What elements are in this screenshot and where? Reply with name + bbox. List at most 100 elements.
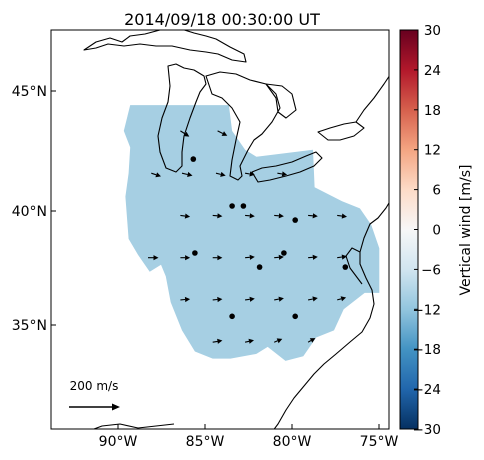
station-marker [229, 203, 235, 209]
wind-vector-head [278, 213, 284, 219]
station-marker [190, 156, 197, 162]
wind-vector [180, 130, 190, 137]
wind-vector-shaft [215, 172, 221, 175]
wind-vector-head [278, 296, 284, 302]
wind-vector [274, 296, 284, 302]
wind-vector [337, 254, 347, 260]
coverage-region [123, 105, 380, 361]
wind-vector-head [309, 338, 316, 343]
wind-vector-shaft [212, 340, 218, 343]
georgian-bay-shore [265, 83, 297, 119]
colorbar-tick-label: −6 [421, 262, 441, 278]
wind-vector-shaft [337, 214, 343, 217]
wind-vector [212, 296, 223, 303]
wind-vector [180, 296, 191, 303]
wind-vector-head [249, 296, 255, 302]
wind-vector-head [217, 338, 223, 344]
atlantic-coast [273, 201, 389, 429]
colorbar-tick-label: −24 [413, 382, 442, 398]
wind-vector-head [341, 254, 347, 260]
lon-label-80w: 80°W [273, 434, 312, 450]
wind-vector [151, 172, 161, 178]
wind-vector [245, 213, 255, 219]
station-marker [281, 250, 287, 256]
colorbar-tick-label: 6 [432, 183, 441, 199]
wind-vector [273, 338, 283, 344]
wind-vector [212, 255, 223, 261]
wind-vector-head [276, 338, 283, 344]
wind-vector-shaft [151, 172, 157, 176]
lon-label-90w: 90°W [99, 434, 138, 450]
wind-vector-shaft [337, 298, 342, 301]
lat-label-35n: 35°N [12, 318, 47, 334]
wind-vector [245, 296, 255, 302]
wind-vector [212, 338, 223, 344]
wind-vector [307, 296, 318, 302]
wind-vector-shaft [181, 172, 188, 176]
wind-vector [308, 254, 318, 260]
wind-vector-shaft [245, 298, 250, 301]
coastlines [83, 30, 389, 429]
lat-label-45n: 45°N [12, 84, 47, 100]
wind-vector-shaft [244, 340, 250, 343]
wind-vector-head [312, 213, 318, 219]
scale-key-label: 200 m/s [70, 379, 119, 393]
wind-vector-shaft [245, 172, 250, 175]
station-marker [229, 313, 235, 320]
wind-vector-head [217, 213, 223, 219]
wind-vector [307, 338, 316, 343]
map-area [83, 30, 389, 429]
station-marker [240, 203, 247, 209]
wind-vector-head [249, 171, 255, 177]
wind-vector-head [220, 171, 226, 177]
wind-vector [277, 171, 288, 177]
lake-superior-shore [83, 30, 247, 63]
scale-key-arrow-head [112, 403, 120, 411]
wind-vector-head [249, 213, 255, 219]
longitude-axis: 90°W 85°W 80°W 75°W [99, 424, 399, 450]
lat-label-40n: 40°N [12, 204, 47, 220]
wind-vector [244, 338, 254, 344]
wind-vector [148, 255, 159, 261]
wind-vector-head [217, 296, 223, 303]
wind-vector-head [278, 254, 284, 260]
station-marker [292, 313, 299, 320]
chesapeake-bay-shore [345, 247, 363, 285]
colorbar-tick-label: −12 [413, 302, 442, 318]
wind-vector-shaft [307, 298, 314, 301]
wind-vector-head [153, 255, 159, 261]
map-frame [50, 29, 390, 430]
lon-label-75w: 75°W [360, 434, 399, 450]
station-marker [192, 250, 198, 256]
colorbar-ticks: 30 24 18 12 6 0 −6 −12 −18 −24 −30 [413, 23, 442, 438]
wind-vector-head [187, 171, 193, 177]
wind-vector-head [183, 131, 190, 137]
wind-vector [180, 213, 191, 219]
wind-vector-shaft [217, 130, 224, 134]
wind-vector [212, 213, 223, 219]
map-title: 2014/09/18 00:30:00 UT [124, 10, 320, 29]
wind-vector [215, 171, 226, 177]
station-marker [256, 264, 263, 270]
wind-vector-head [184, 296, 191, 303]
latitude-axis: 45°N 40°N 35°N [12, 84, 56, 334]
wind-vector-head [341, 213, 347, 219]
lon-label-85w: 85°W [186, 434, 225, 450]
wind-vector-head [312, 254, 318, 260]
wind-vector-shaft [337, 256, 343, 259]
colorbar-tick-label: −30 [413, 422, 442, 438]
st-lawrence-shore [355, 75, 389, 123]
wind-vector-shaft [180, 214, 186, 217]
gulf-coast [92, 423, 175, 429]
wind-vector [274, 213, 284, 219]
wind-vector-head [281, 171, 288, 177]
wind-vector-head [221, 131, 228, 136]
colorbar-tick-label: 30 [424, 23, 441, 39]
lake-erie-shore [251, 151, 323, 183]
station-marker [342, 264, 349, 270]
wind-vector-head [185, 255, 191, 261]
wind-vector-shaft [180, 130, 186, 135]
wind-vector [181, 171, 193, 177]
colorbar-label: Vertical wind [m/s] [458, 165, 474, 296]
